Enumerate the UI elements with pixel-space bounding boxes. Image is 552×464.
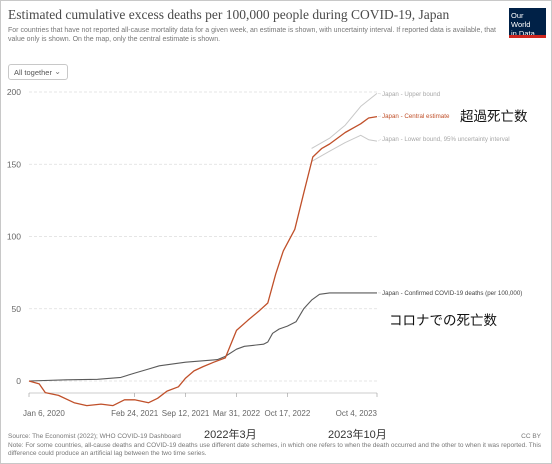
series-label-confirmed: Japan - Confirmed COVID-19 deaths (per 1… [382, 290, 522, 297]
license-text: CC BY [521, 433, 541, 440]
y-tick-label: 200 [7, 87, 21, 97]
y-tick-label: 150 [7, 159, 21, 169]
series-label-upper: Japan - Upper bound [382, 91, 441, 98]
dropdown-label: All together [14, 68, 52, 77]
series-line-lower [311, 134, 378, 162]
x-tick-label: Mar 31, 2022 [213, 409, 261, 418]
x-tick-label: Oct 17, 2022 [264, 409, 310, 418]
x-tick-label: Oct 4, 2023 [336, 409, 378, 418]
source-text: Source: The Economist (2022); WHO COVID-… [8, 433, 181, 440]
series-line-confirmed [28, 292, 377, 382]
date-annotation-2022-03: 2022年3月 [204, 429, 257, 441]
series-label-connector [377, 138, 382, 142]
y-tick-label: 100 [7, 232, 21, 242]
series-label-central: Japan - Central estimate [382, 113, 450, 120]
series-label-lower: Japan - Lower bound, 95% uncertainty int… [382, 136, 510, 143]
x-tick-label: Feb 24, 2021 [111, 409, 159, 418]
owid-logo[interactable]: Our World in Data [509, 8, 546, 38]
date-annotation-2023-10: 2023年10月 [328, 429, 387, 441]
x-tick-label: Sep 12, 2021 [162, 409, 210, 418]
y-tick-label: 0 [16, 376, 21, 386]
logo-accent-bar [509, 35, 546, 38]
chart-title: Estimated cumulative excess deaths per 1… [8, 7, 450, 22]
covid-deaths-annotation: コロナでの死亡数 [389, 313, 497, 328]
series-label-connector [377, 115, 382, 117]
footnote-text: Note: For some countries, all-cause deat… [8, 442, 542, 457]
excess-deaths-annotation: 超過死亡数 [460, 109, 528, 124]
series-label-connector [377, 93, 382, 95]
series-line-central [28, 115, 378, 407]
chevron-down-icon: ⌄ [54, 67, 61, 76]
series-line-upper [311, 93, 378, 149]
line-chart: 0 50 100 150 200 Jan 6, 2020 Feb 24, 2021 Sep 1… [7, 87, 523, 418]
series-selector-dropdown[interactable]: All together ⌄ [8, 64, 68, 80]
y-tick-label: 50 [12, 304, 22, 314]
logo-line-1: Our World [511, 11, 531, 29]
logo-line-2: in Data [511, 29, 535, 38]
x-tick-label: Jan 6, 2020 [23, 409, 65, 418]
chart-subtitle: For countries that have not reported all… [8, 27, 496, 43]
